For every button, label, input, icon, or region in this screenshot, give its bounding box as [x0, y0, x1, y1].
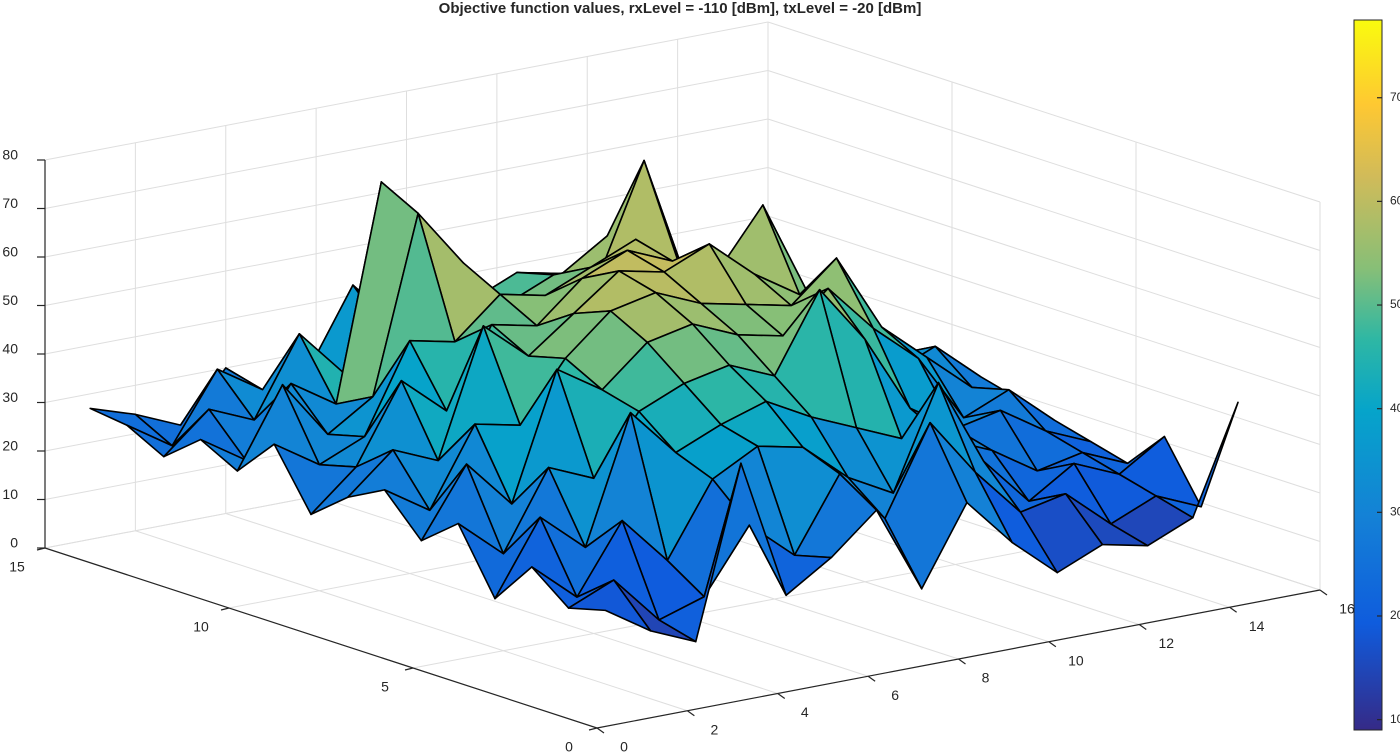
grid-line	[767, 70, 1321, 251]
y-axis	[44, 547, 598, 729]
surface	[89, 159, 1239, 643]
colorbar-tick-label: 20	[1390, 608, 1400, 622]
x-tick-label: 14	[1249, 618, 1265, 634]
y-tick	[588, 727, 598, 731]
z-tick-label: 30	[2, 389, 18, 405]
z-tick-label: 60	[2, 244, 18, 260]
colorbar: 10 20 30 40 50 60 70	[1353, 19, 1400, 731]
x-tick	[687, 710, 695, 717]
grid-line	[412, 529, 1137, 669]
grid-line	[44, 118, 769, 258]
colorbar-tick-label: 50	[1390, 297, 1400, 311]
x-tick-label: 10	[1068, 652, 1084, 668]
grid-line	[44, 21, 769, 161]
colorbar-tick-label: 10	[1390, 712, 1400, 726]
x-tick-label: 0	[620, 739, 628, 755]
grid-line	[767, 21, 1321, 203]
x-tick	[777, 693, 786, 699]
x-tick-label: 4	[801, 704, 809, 720]
x-tick-label: 8	[982, 670, 990, 686]
colorbar-tick-label: 60	[1390, 194, 1400, 208]
x-tick-label: 2	[710, 721, 718, 737]
y-tick	[404, 667, 414, 671]
x-tick-label: 6	[891, 687, 899, 703]
y-tick-label: 5	[381, 679, 389, 695]
x-tick	[1138, 624, 1147, 630]
z-tick-label: 20	[2, 438, 18, 454]
y-tick-label: 10	[193, 619, 209, 635]
z-tick-label: 50	[2, 292, 18, 308]
y-tick-label: 15	[9, 559, 25, 575]
z-tick-label: 0	[10, 535, 18, 551]
grid-line	[767, 167, 1321, 348]
y-tick	[220, 607, 230, 611]
z-tick-label: 40	[2, 341, 18, 357]
y-tick-label: 0	[565, 739, 573, 755]
z-tick-label: 80	[2, 147, 18, 163]
x-tick	[958, 658, 966, 665]
colorbar-tick-label: 40	[1390, 401, 1400, 415]
colorbar-tick-label: 30	[1390, 505, 1400, 519]
grid-line	[767, 215, 1321, 397]
chart-title: Objective function values, rxLevel = -11…	[439, 0, 922, 17]
x-tick-label: 12	[1158, 635, 1174, 651]
x-tick-label: 16	[1339, 601, 1355, 617]
grid-line	[44, 70, 769, 209]
x-tick	[596, 727, 605, 734]
x-tick	[867, 675, 876, 682]
colorbar-scale	[1353, 19, 1383, 731]
x-tick	[1048, 641, 1057, 648]
z-tick-label: 70	[2, 195, 18, 211]
colorbar-tick-label: 70	[1390, 90, 1400, 104]
x-tick	[1229, 606, 1237, 613]
x-tick	[1319, 589, 1328, 596]
z-tick-label: 10	[2, 486, 18, 502]
grid-line	[767, 118, 1321, 300]
grid-line	[135, 530, 688, 712]
grid-line	[225, 513, 778, 694]
axes: 0 2 4 6 8 10 12 14 16 0 5 10 15 0 10 20 30 40 50 60 70 80	[2, 147, 1355, 755]
surface-face	[567, 579, 652, 632]
